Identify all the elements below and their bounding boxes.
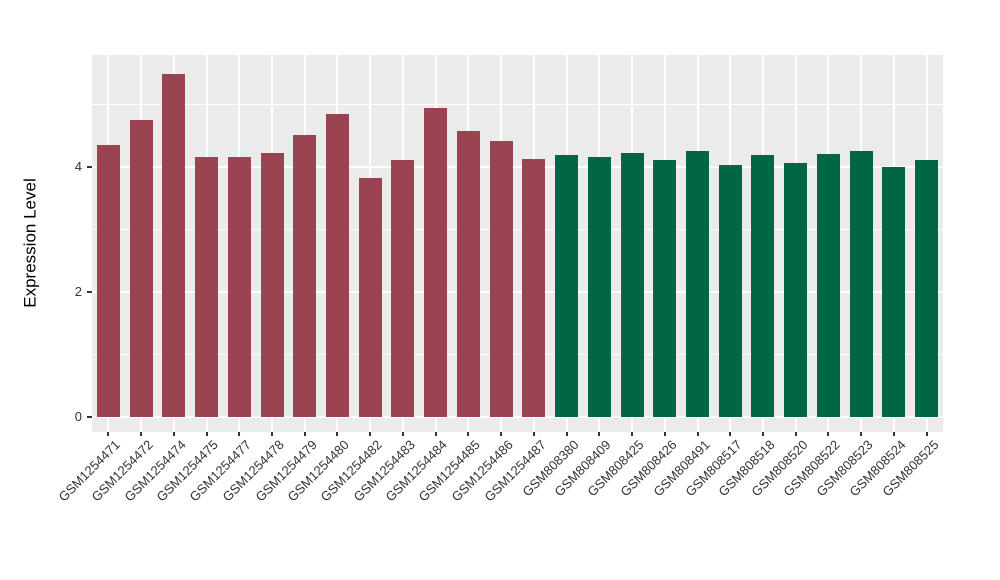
x-tick xyxy=(238,432,241,436)
bar-GSM1254478 xyxy=(260,153,284,417)
bar-GSM808518 xyxy=(751,154,775,417)
bar-GSM808525 xyxy=(915,160,939,417)
bar-GSM808491 xyxy=(686,150,710,417)
bar-GSM1254482 xyxy=(358,177,382,417)
x-tick xyxy=(925,432,928,436)
x-tick xyxy=(696,432,699,436)
x-tick xyxy=(892,432,895,436)
major-gridline xyxy=(92,165,943,168)
x-tick xyxy=(140,432,143,436)
minor-gridline xyxy=(92,103,943,105)
y-tick xyxy=(87,290,92,293)
bar-GSM1254485 xyxy=(456,130,480,417)
bar-GSM808522 xyxy=(816,154,840,417)
y-tick-label: 4 xyxy=(74,158,82,174)
major-gridline xyxy=(92,290,943,293)
y-tick xyxy=(87,165,92,168)
bar-GSM808520 xyxy=(784,162,808,417)
x-tick xyxy=(434,432,437,436)
bar-GSM1254486 xyxy=(489,140,513,417)
bar-GSM1254472 xyxy=(129,119,153,417)
x-tick xyxy=(107,432,110,436)
x-tick xyxy=(729,432,732,436)
x-tick xyxy=(860,432,863,436)
y-axis-title: Expression Level xyxy=(20,178,40,308)
bar-GSM808380 xyxy=(555,154,579,417)
bar-GSM1254487 xyxy=(522,159,546,417)
x-tick xyxy=(663,432,666,436)
x-tick xyxy=(271,432,274,436)
x-tick xyxy=(500,432,503,436)
minor-gridline xyxy=(92,228,943,230)
x-tick xyxy=(761,432,764,436)
bar-GSM808523 xyxy=(849,150,873,417)
bar-GSM808517 xyxy=(718,165,742,417)
bar-GSM808425 xyxy=(620,152,644,417)
y-tick xyxy=(87,415,92,418)
bar-GSM808426 xyxy=(653,160,677,417)
bar-GSM1254480 xyxy=(325,114,349,417)
y-tick-label: 0 xyxy=(74,408,82,424)
bar-GSM1254479 xyxy=(293,135,317,417)
bar-GSM1254477 xyxy=(227,156,251,417)
x-tick xyxy=(565,432,568,436)
x-tick xyxy=(369,432,372,436)
bar-GSM1254471 xyxy=(96,144,120,417)
major-gridline xyxy=(92,415,943,418)
x-tick xyxy=(827,432,830,436)
bar-GSM808409 xyxy=(587,156,611,417)
x-tick xyxy=(205,432,208,436)
x-tick xyxy=(794,432,797,436)
x-tick xyxy=(631,432,634,436)
plot-panel xyxy=(92,55,943,432)
x-tick xyxy=(172,432,175,436)
x-tick xyxy=(467,432,470,436)
minor-gridline xyxy=(92,353,943,355)
x-tick xyxy=(598,432,601,436)
bar-GSM1254474 xyxy=(162,74,186,417)
x-tick xyxy=(401,432,404,436)
y-tick-label: 2 xyxy=(74,283,82,299)
x-tick xyxy=(303,432,306,436)
bar-GSM1254475 xyxy=(195,157,219,417)
bar-GSM1254484 xyxy=(424,108,448,417)
bar-GSM1254483 xyxy=(391,159,415,417)
x-tick xyxy=(336,432,339,436)
x-tick xyxy=(532,432,535,436)
bar-GSM808524 xyxy=(882,166,906,417)
